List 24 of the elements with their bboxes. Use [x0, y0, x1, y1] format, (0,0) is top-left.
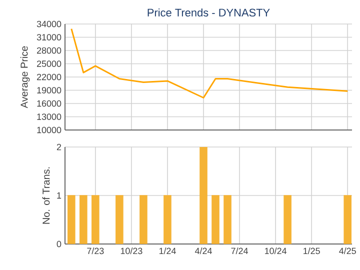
y-tick-label: 28000 [37, 47, 62, 54]
line-series [70, 28, 348, 99]
x-tick-label: 7/24 [231, 248, 248, 254]
x-tick-label: 1/24 [159, 248, 176, 254]
y-tick-label: 22000 [37, 74, 62, 80]
x-tick-label: 4/24 [194, 248, 212, 254]
y-tick-label: 13000 [37, 114, 62, 120]
chart-title: Price Trends - DYNASTY [148, 8, 270, 17]
y-axis-title: No. of Trans. [42, 167, 50, 224]
x-tick-label: 7/23 [87, 248, 104, 254]
y-axis-title: Average Price [20, 46, 30, 108]
y-tick-label: 0 [56, 240, 62, 248]
y-tick-label: 1 [57, 192, 62, 199]
y-tick-label: 19000 [37, 87, 62, 94]
y-tick-label: 34000 [36, 20, 62, 28]
x-tick-label: 4/25 [339, 248, 356, 254]
y-tick-label: 10000 [37, 126, 62, 134]
y-tick-label: 16000 [37, 100, 62, 107]
y-tick-label: 25000 [37, 60, 62, 67]
x-tick-label: 10/24 [265, 248, 286, 254]
y-tick-label: 2 [56, 144, 62, 150]
x-tick-label: 10/23 [120, 248, 142, 254]
y-tick-label: 31000 [36, 34, 62, 40]
x-tick-label: 1/25 [304, 248, 320, 254]
